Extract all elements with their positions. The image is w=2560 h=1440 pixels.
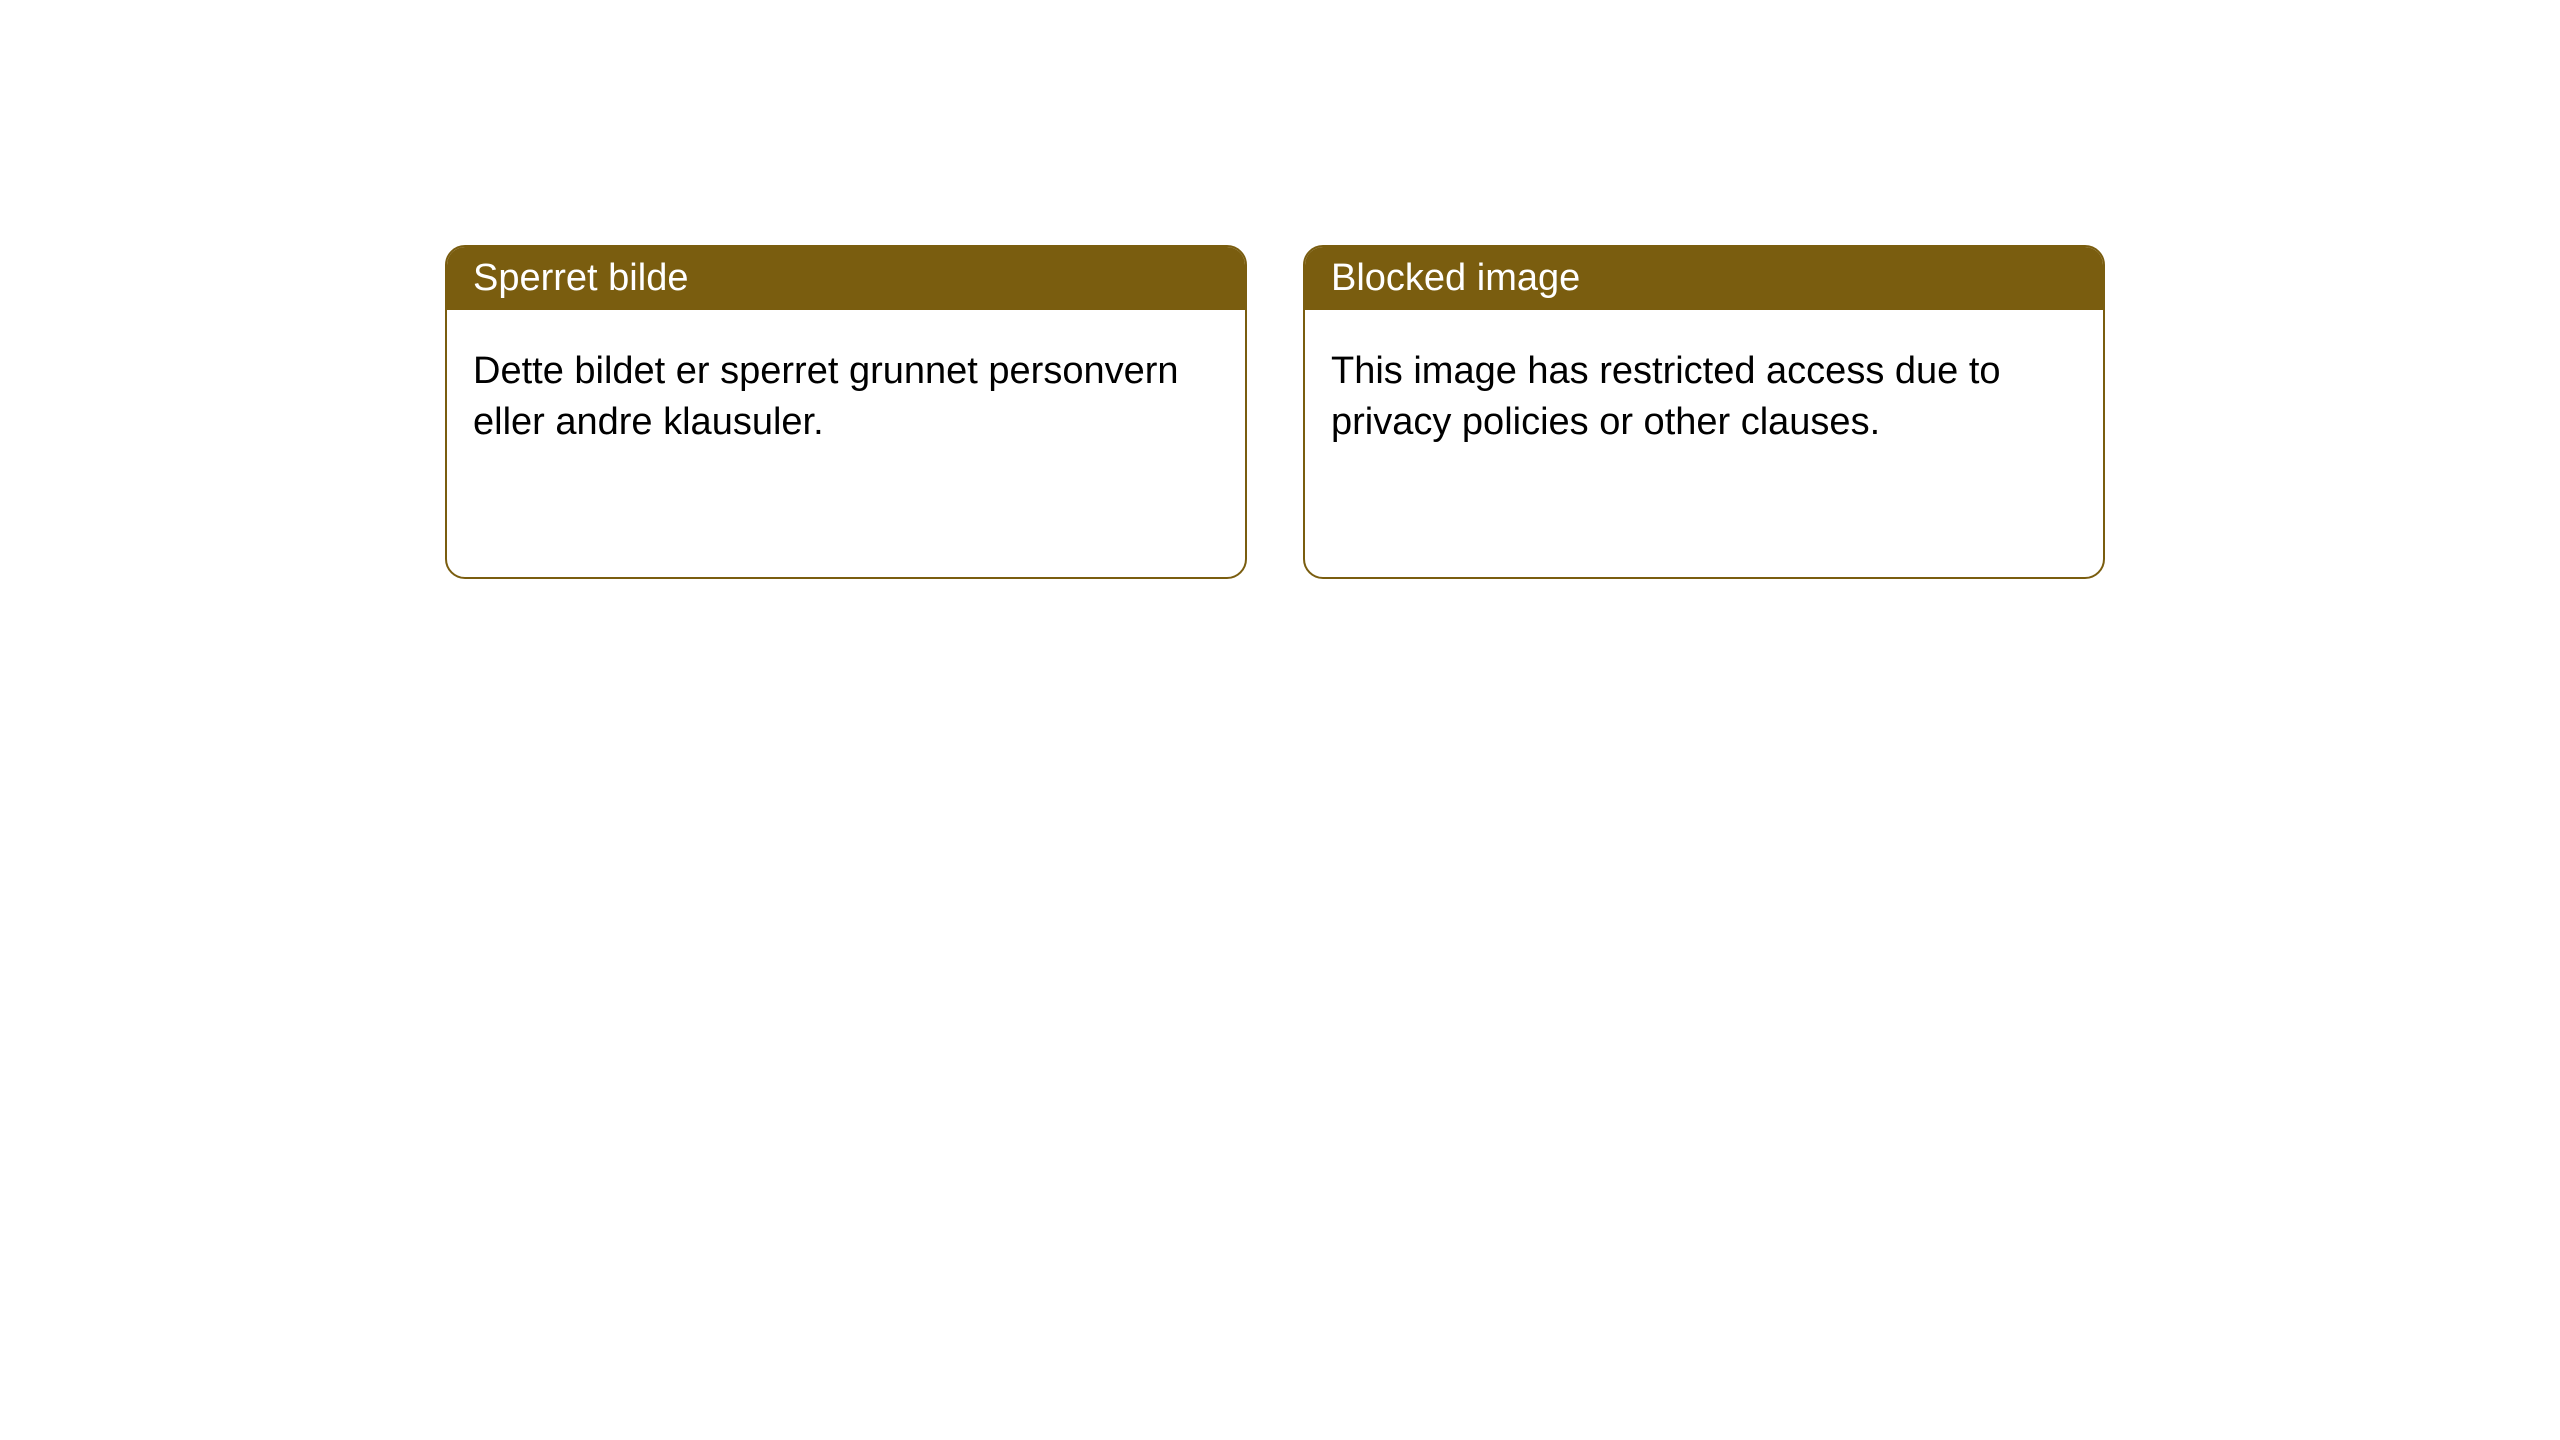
notice-body-english: This image has restricted access due to … — [1305, 310, 2103, 485]
notice-body-norwegian: Dette bildet er sperret grunnet personve… — [447, 310, 1245, 485]
notice-container: Sperret bilde Dette bildet er sperret gr… — [0, 0, 2560, 579]
notice-title-english: Blocked image — [1305, 247, 2103, 310]
notice-card-english: Blocked image This image has restricted … — [1303, 245, 2105, 579]
notice-card-norwegian: Sperret bilde Dette bildet er sperret gr… — [445, 245, 1247, 579]
notice-title-norwegian: Sperret bilde — [447, 247, 1245, 310]
